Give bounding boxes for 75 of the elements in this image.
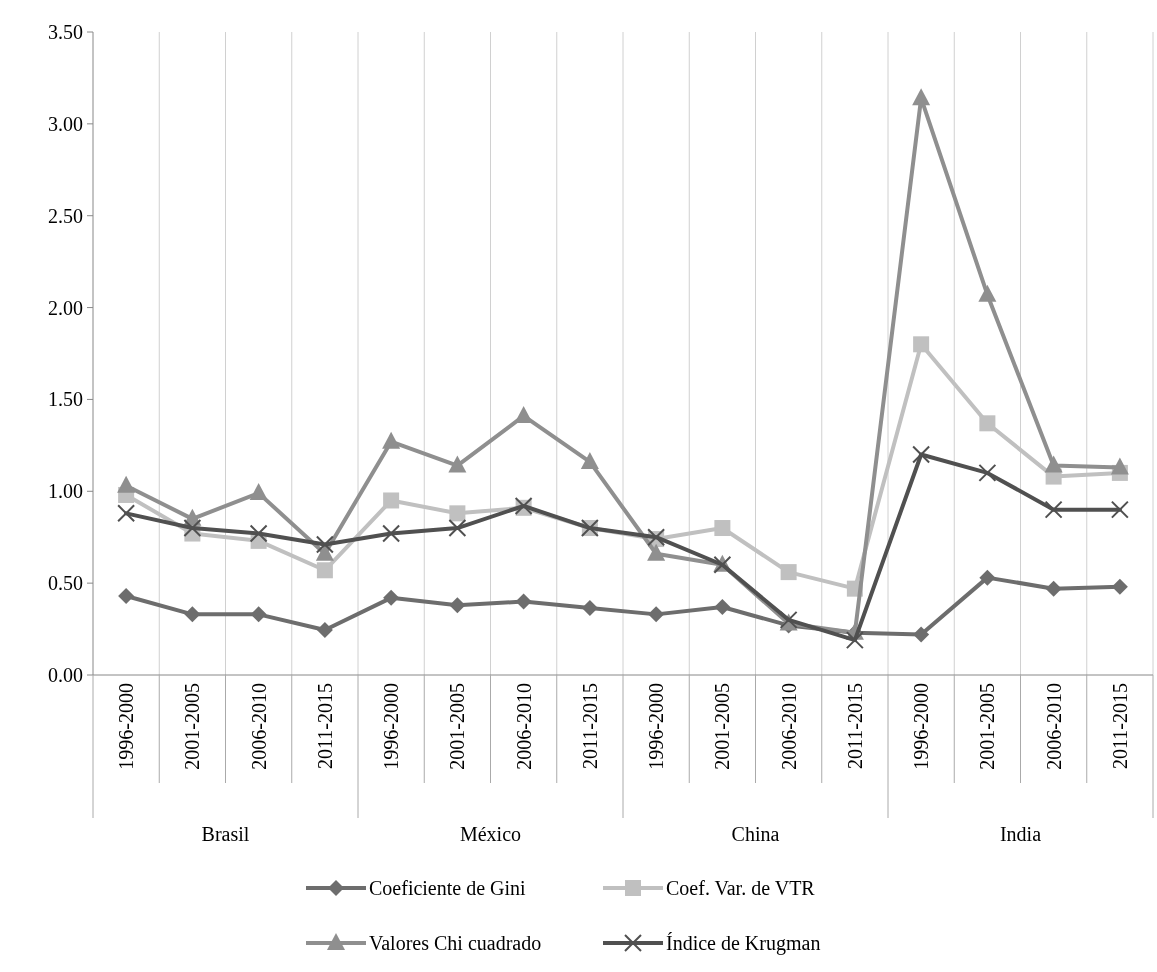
point bbox=[845, 631, 864, 650]
x-tick-label: 2006-2010 bbox=[247, 683, 270, 770]
point bbox=[383, 589, 400, 606]
point bbox=[515, 593, 532, 610]
y-tick-label: 3.50 bbox=[48, 21, 83, 43]
point bbox=[382, 524, 401, 543]
point bbox=[1110, 500, 1129, 519]
legend-label: Índice de Krugman bbox=[666, 932, 821, 955]
point bbox=[382, 431, 401, 449]
point bbox=[249, 483, 268, 501]
point bbox=[1044, 455, 1063, 473]
x-tick-label: 2011-2015 bbox=[843, 683, 866, 769]
text: China bbox=[731, 823, 780, 845]
point bbox=[1110, 457, 1129, 475]
x-tick-label: 1996-2000 bbox=[115, 683, 138, 770]
x-tick-label: 2001-2005 bbox=[181, 683, 204, 770]
point bbox=[316, 562, 333, 579]
point bbox=[714, 599, 731, 616]
point bbox=[979, 569, 996, 586]
point bbox=[118, 588, 135, 604]
point bbox=[647, 543, 666, 561]
text: Brasil bbox=[201, 823, 250, 845]
point bbox=[117, 475, 136, 493]
x-tick-label: 2011-2015 bbox=[578, 683, 601, 769]
point bbox=[1044, 500, 1063, 519]
point bbox=[913, 626, 930, 643]
legend-label: Valores Chi cuadrado bbox=[369, 932, 542, 954]
x-tick-label: 1996-2000 bbox=[380, 683, 403, 770]
point bbox=[315, 535, 334, 554]
point bbox=[780, 564, 797, 581]
y-tick-label: 2.00 bbox=[48, 296, 83, 319]
point bbox=[514, 405, 533, 423]
point bbox=[449, 505, 466, 522]
y-tick-label: 1.50 bbox=[48, 388, 83, 411]
point bbox=[449, 597, 466, 614]
y-tick-label: 2.50 bbox=[48, 204, 83, 227]
y-tick-label: 1.00 bbox=[48, 480, 83, 503]
point bbox=[978, 463, 997, 482]
y-tick-label: 3.00 bbox=[48, 112, 83, 135]
x-tick-label: 2006-2010 bbox=[1042, 683, 1065, 770]
x-tick-label: 2006-2010 bbox=[777, 683, 800, 770]
point bbox=[448, 455, 467, 473]
x-tick-label: 2006-2010 bbox=[512, 683, 535, 770]
text: India bbox=[999, 823, 1042, 845]
point bbox=[581, 599, 598, 616]
point bbox=[912, 445, 931, 464]
point bbox=[316, 621, 333, 638]
x-tick-label: 2001-2005 bbox=[446, 683, 469, 770]
point bbox=[249, 524, 268, 543]
legend-label: Coeficiente de Gini bbox=[369, 877, 527, 899]
x-tick-label: 1996-2000 bbox=[910, 683, 933, 770]
x-tick-label: 2001-2005 bbox=[711, 683, 734, 770]
point bbox=[1045, 580, 1062, 597]
point bbox=[250, 606, 267, 623]
point bbox=[383, 492, 400, 509]
point bbox=[648, 606, 665, 623]
point bbox=[580, 451, 599, 469]
point bbox=[912, 88, 931, 106]
point bbox=[184, 606, 201, 623]
point bbox=[448, 519, 467, 538]
x-tick-label: 1996-2000 bbox=[645, 683, 668, 770]
legend-label: Coef. Var. de VTR bbox=[666, 877, 816, 899]
y-tick-label: 0.00 bbox=[48, 664, 83, 686]
y-tick-label: 0.50 bbox=[48, 572, 83, 595]
text: México bbox=[459, 823, 522, 845]
point bbox=[117, 504, 136, 523]
point bbox=[1111, 578, 1128, 595]
point bbox=[978, 284, 997, 302]
point bbox=[913, 336, 930, 353]
x-tick-label: 2011-2015 bbox=[1108, 683, 1131, 769]
point bbox=[183, 519, 202, 538]
point bbox=[979, 415, 996, 432]
point bbox=[714, 520, 731, 537]
x-tick-label: 2001-2005 bbox=[976, 683, 999, 770]
x-tick-label: 2011-2015 bbox=[313, 683, 336, 769]
